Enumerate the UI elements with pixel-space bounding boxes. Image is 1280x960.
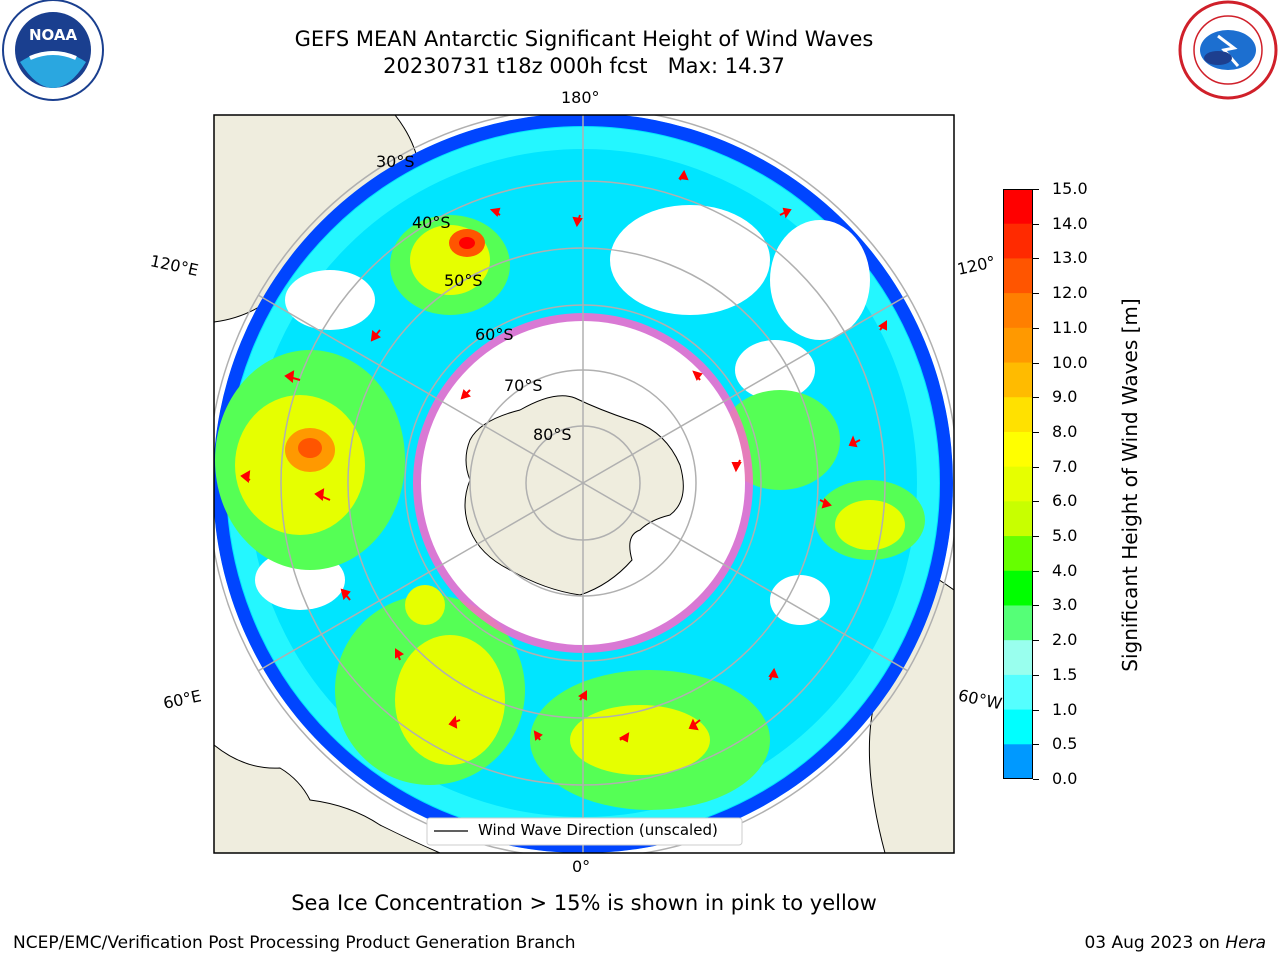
colorbar-tick-label: 3.0 [1052,595,1078,615]
wind-wave-arrows [240,169,887,743]
colorbar-segment [1003,536,1033,572]
colorbar-segment [1003,709,1033,745]
colorbar-border [1003,189,1033,779]
noaa-logo-icon: NOAA [2,0,104,101]
lon-label-180: 180° [561,88,600,107]
colorbar-segment [1003,570,1033,606]
colorbar-segment [1003,362,1033,398]
lat-label-40s: 40°S [412,213,451,232]
colorbar-tick-mark [1033,674,1039,676]
colorbar-label: Significant Height of Wind Waves [m] [1118,298,1142,672]
map-frame [213,114,955,854]
colorbar-tick-mark [1033,293,1039,295]
colorbar-segment [1003,744,1033,779]
colorbar-tick-mark [1033,327,1039,329]
colorbar-tick-label: 4.0 [1052,560,1078,580]
colorbar-segment [1003,466,1033,502]
colorbar-tick-label: 2.0 [1052,630,1078,650]
colorbar [1003,189,1033,779]
colorbar-tick-label: 14.0 [1052,213,1088,233]
chart-subtitle-run-info: 20230731 t18z 000h fcst Max: 14.37 [383,54,785,78]
colorbar-segment [1003,397,1033,433]
colorbar-tick-mark [1033,258,1039,260]
colorbar-tick-mark [1033,223,1039,225]
colorbar-segment [1003,258,1033,294]
colorbar-tick-label: 11.0 [1052,317,1088,337]
colorbar-tick-label: 1.5 [1052,664,1078,684]
lat-label-70s: 70°S [504,376,543,395]
footer-date-text: 03 Aug 2023 on [1084,933,1226,953]
colorbar-segment [1003,223,1033,259]
colorbar-segment [1003,501,1033,537]
colorbar-tick-mark [1033,640,1039,642]
sea-ice-note: Sea Ice Concentration > 15% is shown in … [291,891,877,915]
chart-title: GEFS MEAN Antarctic Significant Height o… [294,27,874,51]
colorbar-tick-label: 7.0 [1052,456,1078,476]
colorbar-tick-mark [1033,709,1039,711]
colorbar-segment [1003,431,1033,468]
lon-label-0: 0° [572,857,591,876]
lat-label-80s: 80°S [533,425,572,444]
colorbar-segment [1003,189,1033,225]
colorbar-tick-label: 1.0 [1052,699,1078,719]
colorbar-segment [1003,327,1033,364]
colorbar-tick-label: 12.0 [1052,283,1088,303]
colorbar-tick-mark [1033,605,1039,607]
colorbar-tick-mark [1033,397,1039,399]
colorbar-tick-label: 6.0 [1052,491,1078,511]
colorbar-segment [1003,640,1033,676]
footer-date: 03 Aug 2023 on Hera [1084,933,1266,953]
colorbar-tick-mark [1033,536,1039,538]
lat-label-30s: 30°S [376,152,415,171]
colorbar-tick-label: 10.0 [1052,352,1088,372]
noaa-logo-text: NOAA [29,26,78,44]
colorbar-tick-label: 13.0 [1052,248,1088,268]
colorbar-tick-mark [1033,744,1039,746]
colorbar-tick-mark [1033,570,1039,572]
colorbar-segment [1003,293,1033,329]
nws-logo-icon [1178,0,1278,100]
colorbar-tick-mark [1033,779,1039,780]
colorbar-segment [1003,605,1033,641]
colorbar-tick-mark [1033,362,1039,364]
africa-land [214,744,441,853]
footer-host: Hera [1225,933,1266,953]
colorbar-tick-label: 0.5 [1052,734,1078,754]
legend-box [426,817,743,846]
colorbar-tick-mark [1033,466,1039,468]
footer-producer: NCEP/EMC/Verification Post Processing Pr… [13,933,576,953]
colorbar-segment [1003,674,1033,711]
colorbar-tick-mark [1033,501,1039,503]
colorbar-tick-label: 5.0 [1052,526,1078,546]
meridian-lines [257,115,909,853]
colorbar-tick-mark [1033,431,1039,433]
colorbar-tick-label: 0.0 [1052,769,1078,788]
legend-label: Wind Wave Direction (unscaled) [478,821,718,839]
colorbar-tick-label: 15.0 [1052,179,1088,198]
colorbar-tick-mark [1033,189,1039,190]
colorbar-tick-label: 8.0 [1052,421,1078,441]
lat-label-60s: 60°S [475,325,514,344]
lat-label-50s: 50°S [444,271,483,290]
colorbar-tick-label: 9.0 [1052,387,1078,407]
